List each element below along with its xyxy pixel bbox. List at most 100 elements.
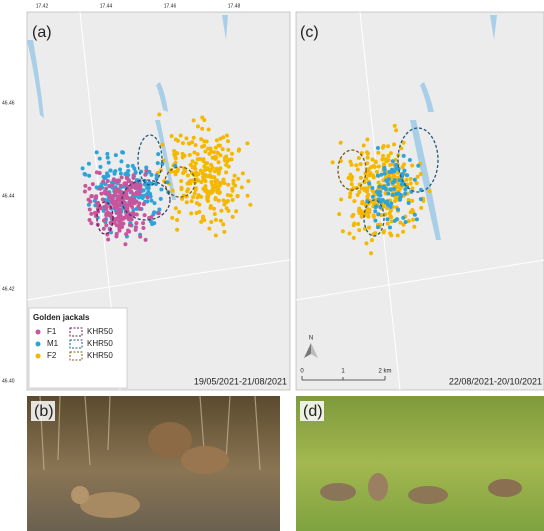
location-dot — [381, 186, 385, 190]
location-dot — [230, 152, 234, 156]
location-dot — [409, 181, 413, 185]
location-dot — [388, 226, 392, 230]
location-dot — [396, 233, 400, 237]
location-dot — [359, 176, 363, 180]
location-dot — [109, 169, 113, 173]
location-dot — [87, 174, 91, 178]
lon-tick: 17.46 — [164, 3, 177, 9]
location-dot — [366, 156, 370, 160]
location-dot — [143, 173, 147, 177]
location-dot — [359, 162, 363, 166]
location-dot — [197, 203, 201, 207]
location-dot — [410, 186, 414, 190]
location-dot — [146, 195, 150, 199]
location-dot — [389, 187, 393, 191]
legend-item: F1 — [47, 327, 57, 336]
location-dot — [370, 238, 374, 242]
location-dot — [221, 135, 225, 139]
location-dot — [408, 158, 412, 162]
location-dot — [184, 136, 188, 140]
location-dot — [419, 206, 423, 210]
location-dot — [389, 209, 393, 213]
location-dot — [87, 162, 91, 166]
location-dot — [134, 225, 138, 229]
location-dot — [138, 186, 142, 190]
location-dot — [401, 172, 405, 176]
location-dot — [348, 192, 352, 196]
location-dot — [170, 134, 174, 138]
location-dot — [352, 221, 356, 225]
location-dot — [407, 201, 411, 205]
location-dot — [357, 156, 361, 160]
location-dot — [118, 203, 122, 207]
location-dot — [376, 225, 380, 229]
location-dot — [87, 187, 91, 191]
location-dot — [187, 141, 191, 145]
location-dot — [106, 156, 110, 160]
location-dot — [211, 187, 215, 191]
location-dot — [341, 229, 345, 233]
location-dot — [205, 174, 209, 178]
location-dot — [360, 201, 364, 205]
location-dot — [94, 196, 98, 200]
location-dot — [401, 216, 405, 220]
location-dot — [199, 169, 203, 173]
location-dot — [213, 197, 217, 201]
location-dot — [91, 182, 95, 186]
location-dot — [389, 214, 393, 218]
location-dot — [388, 231, 392, 235]
location-dot — [404, 178, 408, 182]
location-dot — [174, 138, 178, 142]
location-dot — [99, 192, 103, 196]
location-dot — [376, 146, 380, 150]
date-range: 19/05/2021-21/08/2021 — [194, 376, 287, 386]
location-dot — [209, 180, 213, 184]
location-dot — [218, 183, 222, 187]
location-dot — [356, 168, 360, 172]
location-dot — [331, 160, 335, 164]
location-dot — [376, 151, 380, 155]
location-dot — [401, 230, 405, 234]
location-dot — [114, 153, 118, 157]
location-dot — [125, 176, 129, 180]
location-dot — [226, 183, 230, 187]
location-dot — [394, 163, 398, 167]
location-dot — [402, 154, 406, 158]
location-dot — [134, 221, 138, 225]
location-dot — [377, 212, 381, 216]
location-dot — [157, 211, 161, 215]
location-dot — [104, 175, 108, 179]
location-dot — [383, 172, 387, 176]
location-dot — [234, 209, 238, 213]
location-dot — [146, 190, 150, 194]
location-dot — [369, 251, 373, 255]
location-dot — [386, 182, 390, 186]
location-dot — [194, 143, 198, 147]
location-dot — [207, 127, 211, 131]
location-dot — [364, 241, 368, 245]
location-dot — [156, 152, 160, 156]
location-dot — [402, 169, 406, 173]
photo-d: (d) — [296, 396, 544, 531]
location-dot — [141, 221, 145, 225]
location-dot — [120, 176, 124, 180]
location-dot — [174, 172, 178, 176]
location-dot — [119, 184, 123, 188]
location-dot — [131, 176, 135, 180]
location-dot — [193, 167, 197, 171]
location-dot — [375, 170, 379, 174]
location-dot — [386, 192, 390, 196]
location-dot — [113, 200, 117, 204]
location-dot — [384, 159, 388, 163]
location-dot — [119, 172, 123, 176]
location-dot — [373, 231, 377, 235]
location-dot — [185, 200, 189, 204]
lat-tick: 46.46 — [2, 100, 15, 106]
location-dot — [124, 232, 128, 236]
location-dot — [396, 208, 400, 212]
location-dot — [88, 207, 92, 211]
location-dot — [157, 207, 161, 211]
location-dot — [207, 227, 211, 231]
location-dot — [208, 190, 212, 194]
location-dot — [236, 194, 240, 198]
